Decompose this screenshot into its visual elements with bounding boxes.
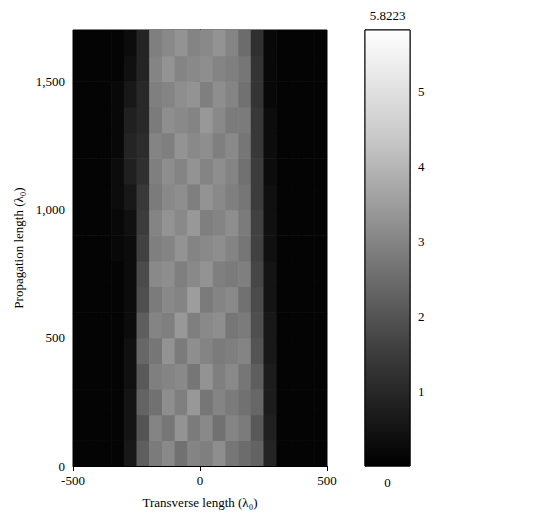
svg-text:1,500: 1,500 (36, 74, 65, 89)
svg-text:1: 1 (418, 384, 425, 399)
svg-text:Transverse length (λ₀): Transverse length (λ₀) (142, 495, 257, 510)
svg-text:500: 500 (317, 473, 337, 488)
svg-text:0: 0 (59, 459, 66, 474)
svg-text:4: 4 (418, 159, 425, 174)
svg-text:0: 0 (384, 475, 391, 490)
svg-text:Propagation length (λ₀): Propagation length (λ₀) (11, 187, 26, 308)
svg-text:1,000: 1,000 (36, 202, 65, 217)
svg-text:3: 3 (418, 234, 425, 249)
svg-text:2: 2 (418, 309, 425, 324)
svg-text:0: 0 (197, 473, 204, 488)
svg-text:500: 500 (46, 330, 66, 345)
svg-text:5: 5 (418, 84, 425, 99)
svg-text:5.8223: 5.8223 (370, 8, 406, 23)
svg-text:-500: -500 (61, 473, 85, 488)
